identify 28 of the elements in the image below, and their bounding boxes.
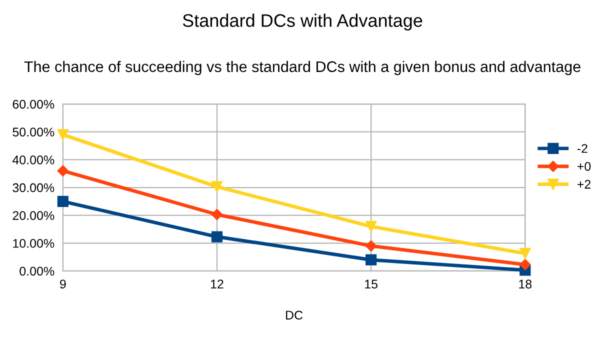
y-tick-label: 50.00% bbox=[12, 128, 54, 137]
y-tick-label: 30.00% bbox=[12, 183, 54, 192]
point bbox=[211, 208, 223, 220]
chart-subtitle: The chance of succeeding vs the standard DCs with a given bonus and advantage bbox=[24, 60, 580, 76]
y-tick-label: 0.00% bbox=[20, 266, 54, 276]
y-tick-label: 40.00% bbox=[12, 155, 54, 164]
point bbox=[57, 196, 68, 207]
point bbox=[366, 254, 377, 266]
point bbox=[211, 231, 223, 242]
point bbox=[57, 165, 69, 176]
legend-label: +2 bbox=[577, 180, 591, 189]
point bbox=[520, 248, 531, 260]
point bbox=[520, 258, 531, 270]
x-tick-label: 12 bbox=[210, 280, 224, 288]
y-tick-label: 20.00% bbox=[12, 211, 54, 220]
point bbox=[57, 129, 68, 140]
x-tick-label: 15 bbox=[365, 280, 378, 288]
chart-title: Standard DCs with Advantage bbox=[182, 14, 422, 31]
point bbox=[365, 240, 377, 252]
legend-label: -2 bbox=[577, 144, 588, 153]
point bbox=[211, 181, 223, 192]
x-tick-label: 18 bbox=[519, 280, 532, 288]
x-axis-title: DC bbox=[286, 310, 303, 320]
point bbox=[366, 220, 377, 232]
x-tick-label: 9 bbox=[60, 280, 66, 288]
y-tick-label: 10.00% bbox=[13, 238, 54, 248]
y-tick-label: 60.00% bbox=[12, 100, 54, 109]
legend-label: +0 bbox=[577, 162, 591, 171]
